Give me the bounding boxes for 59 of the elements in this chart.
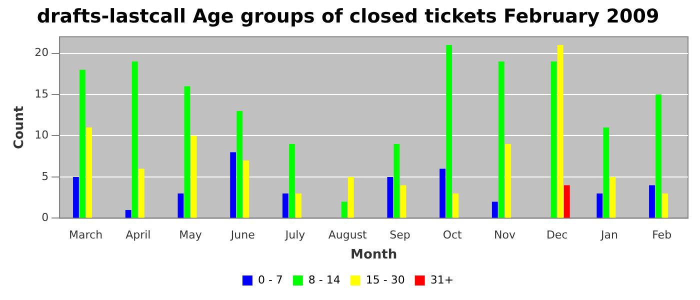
bar [243,160,250,218]
bar [550,62,557,218]
bar [649,185,655,218]
bar [125,210,132,218]
legend-label: 0 - 7 [258,273,283,286]
bar [662,193,668,218]
x-tick-label: Jan [600,228,618,242]
bar [498,62,504,218]
legend-label: 8 - 14 [308,273,340,286]
bar [73,176,79,218]
bar [341,202,348,218]
y-tick-label: 0 [42,211,49,224]
bar [86,128,92,218]
y-tick-label: 15 [34,87,49,100]
y-tick-label: 10 [34,128,49,142]
x-tick-label: Sep [390,228,410,242]
chart-title: drafts-lastcall Age groups of closed tickets February 2009 [36,5,660,28]
bar [492,202,498,218]
y-axis-title: Count [12,106,28,150]
bar [446,45,452,218]
y-tick-label: 5 [42,170,49,183]
bar [596,193,603,218]
x-tick-label: Feb [652,228,672,242]
bar [656,94,662,218]
bar [132,62,138,218]
bar [282,193,288,218]
bar [138,168,144,218]
x-tick-label: March [69,228,103,242]
x-tick-label: Dec [546,228,568,242]
bar [557,45,564,218]
bar [348,176,354,218]
bar [178,193,184,218]
x-tick-label: July [284,228,306,242]
y-tick-label: 20 [34,46,49,60]
bar [610,176,616,218]
bar [400,185,406,218]
bar [289,144,295,218]
x-tick-label: April [126,228,151,242]
x-tick-label: June [230,228,256,242]
bar [452,193,459,218]
bar [236,111,243,218]
x-tick-label: August [328,228,368,242]
bar [80,70,86,218]
bar [564,185,570,218]
x-axis-title: Month [350,248,398,263]
bar [190,136,197,218]
bar [505,144,511,218]
bar [387,176,394,218]
bar [230,152,236,218]
x-tick-label: Oct [442,228,463,242]
bar [394,144,400,218]
bar [184,86,190,218]
bar [296,193,302,218]
x-tick-label: Nov [494,228,516,242]
legend-label: 31+ [430,273,454,286]
bar [440,168,446,218]
legend-label: 15 - 30 [366,273,405,286]
x-tick-label: May [179,228,202,242]
bar [603,128,610,218]
